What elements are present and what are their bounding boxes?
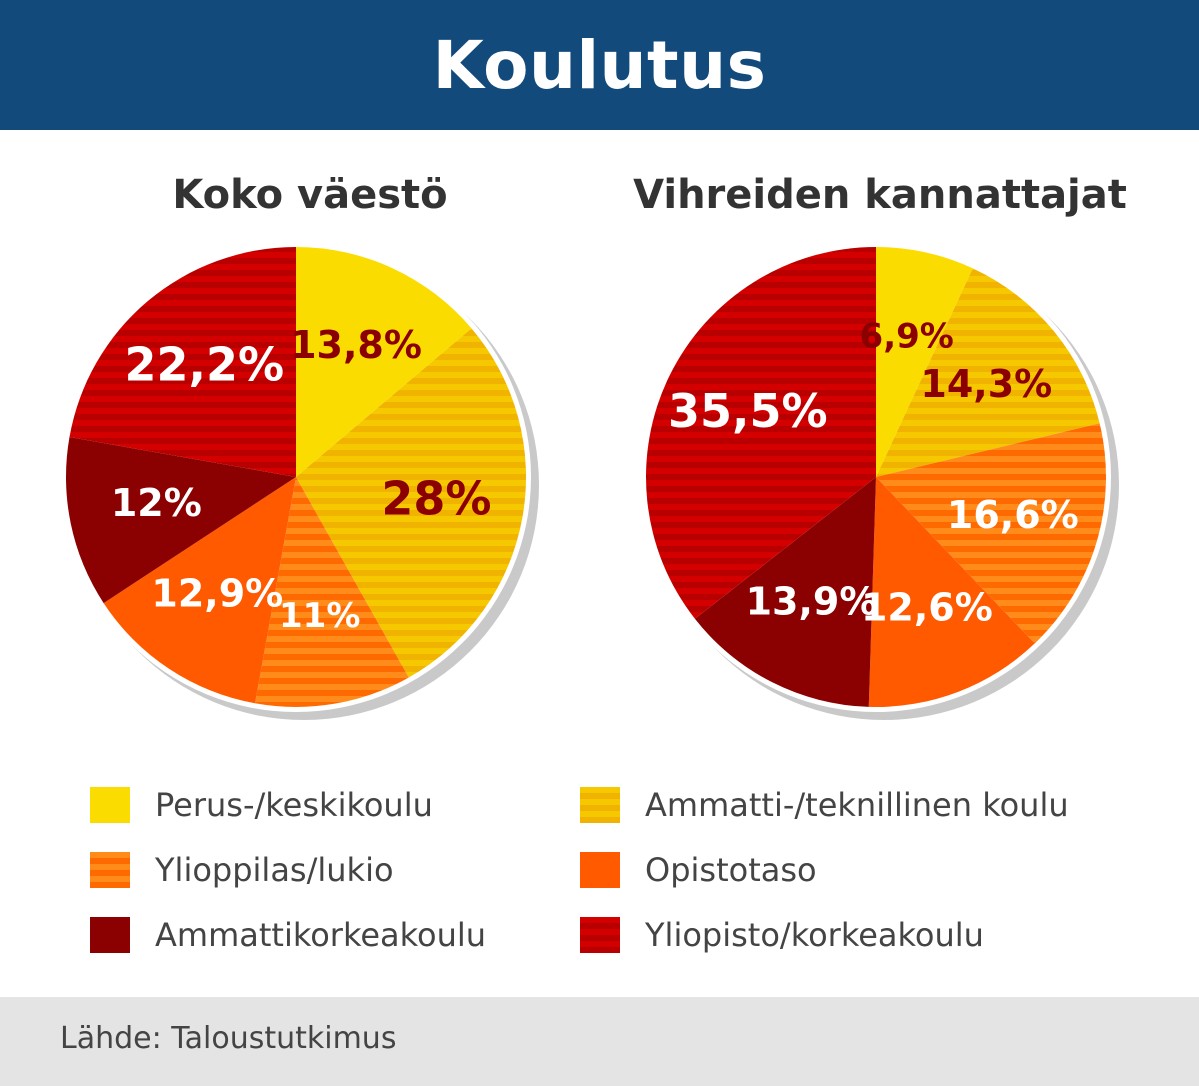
pie-slice-ylioppilas — [254, 477, 409, 707]
footer: Lähde: Taloustutkimus — [0, 997, 1199, 1086]
legend-swatch-ammatti — [580, 787, 620, 823]
pie-label-ylioppilas: 16,6% — [947, 493, 1079, 537]
legend-label-opisto: Opistotaso — [645, 851, 817, 889]
legend-swatch-yliopisto — [580, 917, 620, 953]
pie-slice-opisto — [868, 477, 1035, 708]
legend-label-perus: Perus-/keskikoulu — [155, 786, 433, 824]
legend-item-ammatti: Ammatti-/teknillinen koulu — [580, 785, 1069, 825]
pie-label-amk: 13,9% — [746, 580, 878, 624]
pie-slice-yliopisto — [69, 247, 297, 477]
pie-slice-yliopisto — [646, 247, 876, 619]
legend-item-amk: Ammattikorkeakoulu — [90, 915, 486, 955]
pie-slice-perus — [296, 247, 472, 477]
pie-slice-ylioppilas — [876, 423, 1107, 644]
pie-koko-vaesto: 13,8% 28% 11%12,9% 12% 22,2% — [61, 242, 539, 720]
pie-label-opisto: 12,9% — [151, 571, 283, 615]
pie-label-ylioppilas: 11% — [279, 596, 360, 636]
pie-label-ammatti: 14,3% — [920, 362, 1052, 406]
legend-item-perus: Perus-/keskikoulu — [90, 785, 433, 825]
legend-swatch-perus — [90, 787, 130, 823]
pie-label-perus: 6,9% — [860, 316, 954, 356]
pie-label-amk: 12% — [111, 481, 202, 525]
legend-swatch-opisto — [580, 852, 620, 888]
pie-slice-opisto — [103, 477, 296, 704]
pie-label-yliopisto: 35,5% — [668, 384, 828, 438]
legend-item-yliopisto: Yliopisto/korkeakoulu — [580, 915, 984, 955]
legend-item-ylioppilas: Ylioppilas/lukio — [90, 850, 394, 890]
legend-item-opisto: Opistotaso — [580, 850, 817, 890]
pie-charts: 13,8% 28% 11%12,9% 12% 22,2% 6,9% 14,3% 16,6% 12… — [61, 242, 1119, 720]
pie-label-ammatti: 28% — [381, 472, 491, 526]
pie-title-koko-vaesto: Koko väestö — [172, 172, 448, 218]
pie-label-yliopisto: 22,2% — [125, 337, 285, 391]
legend-swatch-ylioppilas — [90, 852, 130, 888]
header-banner: Koulutus — [0, 0, 1199, 130]
legend-label-amk: Ammattikorkeakoulu — [155, 916, 487, 954]
pie-slice-amk — [65, 437, 297, 604]
legend-label-ylioppilas: Ylioppilas/lukio — [155, 851, 394, 889]
pie-slice-ammatti — [876, 268, 1100, 477]
pie-label-perus: 13,8% — [290, 323, 422, 367]
legend-label-yliopisto: Yliopisto/korkeakoulu — [645, 916, 984, 954]
pie-slice-ammatti — [296, 328, 526, 678]
pie-vihreiden-kannattajat: 6,9% 14,3% 16,6% 12,6%13,9% 35,5% — [641, 242, 1119, 720]
page-title: Koulutus — [432, 26, 767, 104]
legend-swatch-amk — [90, 917, 130, 953]
pie-slice-perus — [876, 247, 973, 477]
source-note: Lähde: Taloustutkimus — [60, 1021, 397, 1056]
pie-slice-amk — [694, 477, 876, 707]
pie-label-opisto: 12,6% — [861, 586, 993, 630]
legend-label-ammatti: Ammatti-/teknillinen koulu — [645, 786, 1069, 824]
pie-title-vihreiden-kannattajat: Vihreiden kannattajat — [633, 172, 1127, 218]
